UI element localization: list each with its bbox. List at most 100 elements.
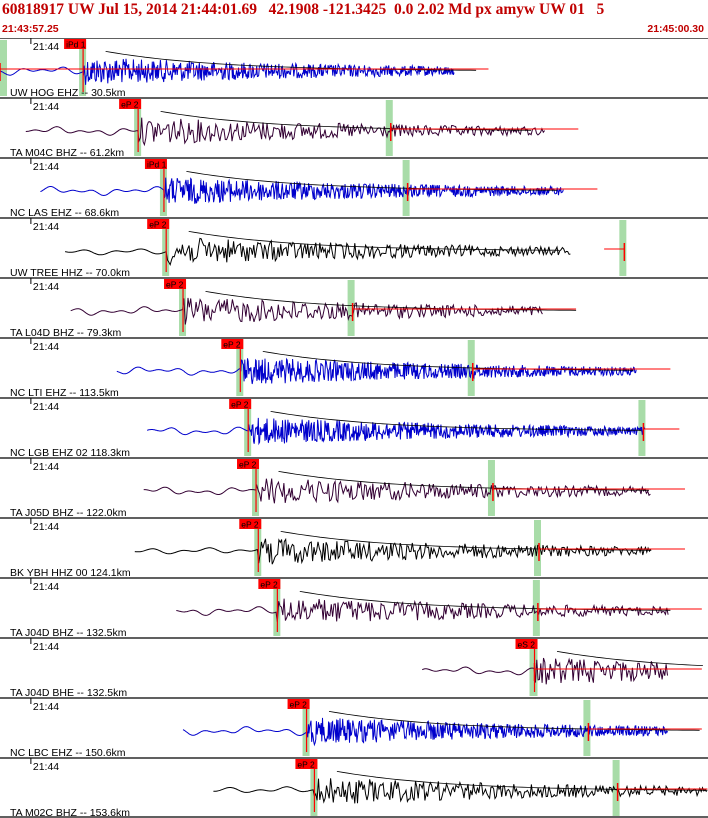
pick-window <box>619 220 627 276</box>
pick-label: eP 2 <box>297 760 315 770</box>
trace-row: 21:44 eP 2 TA M02C BHZ -- 153.6km <box>0 757 708 818</box>
station-label: TA L04D BHZ -- 79.3km <box>10 327 122 339</box>
coda-decay-curve <box>188 231 560 251</box>
coda-decay-curve <box>328 711 700 731</box>
trace-row: 21:44 eP 2 TA J04D BHZ -- 132.5km <box>0 577 708 639</box>
minute-tick-label: 21:44 <box>33 341 59 353</box>
waveform-trace <box>40 177 564 204</box>
coda-decay-curve <box>336 771 708 791</box>
pick-window <box>0 40 7 96</box>
coda-decay-curve <box>160 111 532 131</box>
pick-label: eP 2 <box>241 520 259 530</box>
pick-label: eP 2 <box>121 100 139 110</box>
coda-decay-curve <box>299 591 671 611</box>
pick-flag <box>64 39 87 49</box>
trace-row: 21:44 eP 2 NC LBC EHZ -- 150.6km <box>0 697 708 759</box>
start-time-label: 21:43:57.25 <box>2 23 59 35</box>
waveform-trace <box>143 478 651 504</box>
waveform-trace <box>213 778 707 804</box>
coda-decay-curve <box>280 531 652 551</box>
header-bar: 60818917 UW Jul 15, 2014 21:44:01.69 42.… <box>0 0 708 38</box>
coda-decay-curve <box>186 171 558 191</box>
station-label: UW TREE HHZ -- 70.0km <box>10 267 130 279</box>
station-label: TA J04D BHE -- 132.5km <box>10 687 127 699</box>
station-label: NC LAS EHZ -- 68.6km <box>10 207 119 219</box>
minute-tick-label: 21:44 <box>33 401 59 413</box>
waveform-trace <box>422 657 668 685</box>
pick-flag <box>164 279 187 289</box>
waveform-trace <box>116 357 637 385</box>
waveform-trace <box>147 417 646 446</box>
trace-row: 21:44 eP 2 BK YBH HHZ 00 124.1km <box>0 517 708 579</box>
event-title: 60818917 UW Jul 15, 2014 21:44:01.69 42.… <box>2 1 605 18</box>
coda-decay-curve <box>270 411 642 431</box>
waveform-trace <box>25 117 545 147</box>
pick-label: eP 2 <box>290 700 308 710</box>
pick-flag <box>147 219 170 229</box>
station-label: NC LGB EHZ 02 118.3km <box>10 447 130 459</box>
minute-tick-label: 21:44 <box>33 581 59 593</box>
station-label: TA J04D BHZ -- 132.5km <box>10 627 127 639</box>
pick-label: eS 2 <box>518 640 536 650</box>
trace-row: 21:44 iPd 1 NC LAS EHZ -- 68.6km <box>0 157 708 219</box>
minute-tick-label: 21:44 <box>33 761 59 773</box>
pick-flag <box>287 699 310 709</box>
pick-label: eP 2 <box>260 580 278 590</box>
coda-decay-curve <box>205 291 577 311</box>
station-label: BK YBH HHZ 00 124.1km <box>10 567 131 579</box>
pick-window <box>385 100 393 156</box>
coda-decay-curve <box>556 651 703 666</box>
minute-tick-label: 21:44 <box>33 101 59 113</box>
pick-flag <box>237 459 260 469</box>
minute-tick-label: 21:44 <box>33 701 59 713</box>
pick-label: iPd 1 <box>147 160 167 170</box>
trace-row: 21:44 eS 2 TA J04D BHE -- 132.5km <box>0 637 708 699</box>
pick-flag <box>515 639 538 649</box>
pick-flag <box>144 159 167 169</box>
trace-row: 21:44 iPd 1 UW HOG EHZ -- 30.5km <box>0 38 708 99</box>
pick-flag <box>119 99 142 109</box>
pick-window <box>347 280 355 336</box>
minute-tick-label: 21:44 <box>33 521 59 533</box>
pick-label: iPd 1 <box>66 40 86 50</box>
minute-tick-label: 21:44 <box>33 641 59 653</box>
trace-row: 21:44 eP 2 TA M04C BHZ -- 61.2km <box>0 97 708 159</box>
station-label: TA J05D BHZ -- 122.0km <box>10 507 127 519</box>
pick-label: eP 2 <box>223 340 241 350</box>
pick-flag <box>229 399 252 409</box>
station-label: UW HOG EHZ -- 30.5km <box>10 87 126 99</box>
pick-flag <box>221 339 244 349</box>
pick-flag <box>258 579 281 589</box>
pick-label: eP 2 <box>239 460 257 470</box>
waveform-trace <box>64 237 571 267</box>
end-time-label: 21:45:00.30 <box>647 23 704 35</box>
waveform-trace <box>70 297 543 325</box>
pick-window <box>532 580 540 636</box>
pick-label: eP 2 <box>166 280 184 290</box>
trace-row: 21:44 eP 2 NC LGB EHZ 02 118.3km <box>0 397 708 459</box>
minute-tick-label: 21:44 <box>33 461 59 473</box>
pick-flag <box>239 519 262 529</box>
station-label: NC LTI EHZ -- 113.5km <box>10 387 119 399</box>
pick-window <box>612 760 620 816</box>
waveform-trace <box>182 717 668 747</box>
pick-flag <box>295 759 318 769</box>
waveform-trace <box>134 537 652 565</box>
station-label: TA M02C BHZ -- 153.6km <box>10 807 130 818</box>
minute-tick-label: 21:44 <box>33 221 59 233</box>
coda-decay-curve <box>262 351 634 371</box>
pick-label: eP 2 <box>149 220 167 230</box>
seismogram-panel: 21:44 iPd 1 UW HOG EHZ -- 30.5km 21:44 eP 2 T… <box>0 38 708 818</box>
trace-row: 21:44 eP 2 UW TREE HHZ -- 70.0km <box>0 217 708 279</box>
coda-decay-curve <box>105 51 477 71</box>
station-label: NC LBC EHZ -- 150.6km <box>10 747 126 759</box>
minute-tick-label: 21:44 <box>33 161 59 173</box>
trace-row: 21:44 eP 2 NC LTI EHZ -- 113.5km <box>0 337 708 399</box>
minute-tick-label: 21:44 <box>33 41 59 53</box>
minute-tick-label: 21:44 <box>33 281 59 293</box>
pick-label: eP 2 <box>231 400 249 410</box>
station-label: TA M04C BHZ -- 61.2km <box>10 147 124 159</box>
waveform-trace <box>176 598 669 622</box>
trace-row: 21:44 eP 2 TA J05D BHZ -- 122.0km <box>0 457 708 519</box>
trace-row: 21:44 eP 2 TA L04D BHZ -- 79.3km <box>0 277 708 339</box>
